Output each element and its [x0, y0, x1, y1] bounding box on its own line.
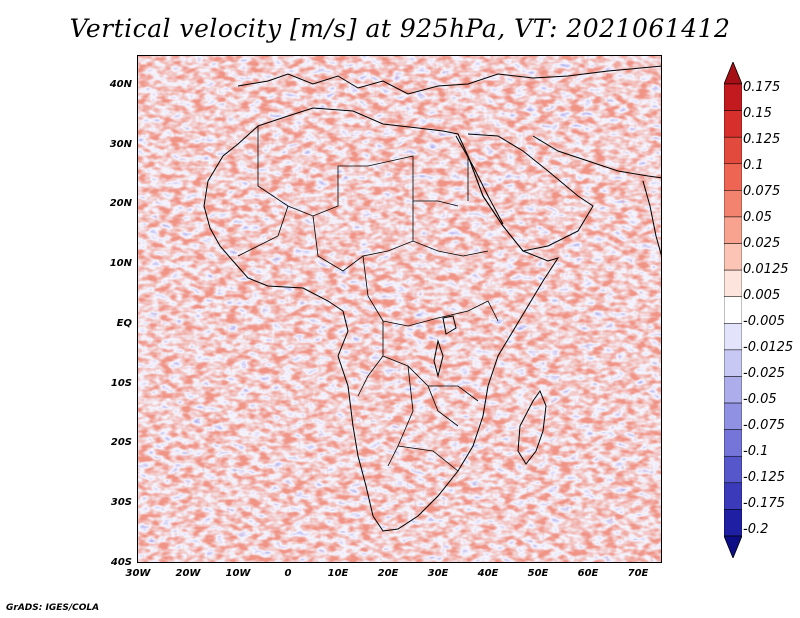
colorbar-label: -0.005 [743, 314, 785, 329]
colorbar-segment [724, 243, 742, 271]
map-plot-area [137, 55, 662, 563]
lon-label-0: 0 [284, 568, 292, 579]
lon-label-60e: 60E [577, 568, 599, 579]
colorbar-segment [724, 296, 742, 324]
colorbar-segment [724, 482, 742, 510]
colorbar-segment [724, 269, 742, 297]
colorbar-segment [724, 216, 742, 244]
colorbar-segment [724, 509, 742, 537]
country-borders [237, 126, 499, 472]
colorbar-segment [724, 163, 742, 191]
colorbar-label: -0.175 [743, 496, 785, 511]
colorbar-label: -0.0125 [743, 340, 794, 355]
lon-label-50e: 50E [527, 568, 549, 579]
colorbar-segment [724, 429, 742, 457]
colorbar-label: 0.1 [743, 158, 764, 173]
lon-label-10w: 10W [225, 568, 251, 579]
colorbar-min-triangle [724, 535, 742, 558]
colorbar-segment [724, 190, 742, 218]
colorbar-label: 0.125 [743, 132, 781, 147]
colorbar-segment [724, 110, 742, 138]
colorbar-segment [724, 83, 742, 111]
colorbar-label: 0.025 [743, 236, 781, 251]
lat-label-40n: 40N [109, 79, 132, 90]
colorbar-label: 0.0125 [743, 262, 789, 277]
lat-label-10s: 10S [110, 378, 132, 389]
colorbar-label: -0.025 [743, 366, 785, 381]
lon-label-30w: 30W [125, 568, 151, 579]
lat-label-eq: EQ [116, 318, 132, 329]
lon-label-70e: 70E [627, 568, 649, 579]
lat-label-10n: 10N [109, 258, 132, 269]
colorbar-segment [724, 349, 742, 377]
colorbar-max-triangle [724, 62, 742, 85]
vertical-velocity-field [138, 56, 661, 562]
colorbar-label: 0.075 [743, 184, 781, 199]
grads-credit: GrADS: IGES/COLA [6, 603, 100, 613]
colorbar-segment [724, 376, 742, 404]
lat-label-20s: 20S [110, 437, 132, 448]
colorbar-label: 0.05 [743, 210, 772, 225]
colorbar-label: -0.075 [743, 418, 785, 433]
colorbar-segment [724, 323, 742, 351]
lon-label-30e: 30E [427, 568, 449, 579]
colorbar-label: -0.2 [743, 522, 769, 537]
colorbar-label: -0.1 [743, 444, 769, 459]
lon-label-10e: 10E [327, 568, 349, 579]
lon-label-20w: 20W [175, 568, 201, 579]
colorbar-segment [724, 402, 742, 430]
colorbar [724, 62, 742, 558]
map-title: Vertical velocity [m/s] at 925hPa, VT: 2… [69, 14, 731, 43]
colorbar-segment [724, 136, 742, 165]
colorbar-label: 0.175 [743, 80, 781, 95]
lon-label-20e: 20E [377, 568, 399, 579]
colorbar-label: -0.125 [743, 470, 785, 485]
lat-label-40s: 40S [110, 557, 132, 568]
colorbar-label: -0.05 [743, 392, 777, 407]
colorbar-segment [724, 455, 742, 484]
lat-label-30s: 30S [110, 497, 132, 508]
colorbar-label: 0.005 [743, 288, 781, 303]
colorbar-label: 0.15 [743, 106, 772, 121]
coastlines [203, 65, 661, 532]
lat-label-30n: 30N [109, 139, 132, 150]
lat-label-20n: 20N [109, 198, 132, 209]
lon-label-40e: 40E [477, 568, 499, 579]
